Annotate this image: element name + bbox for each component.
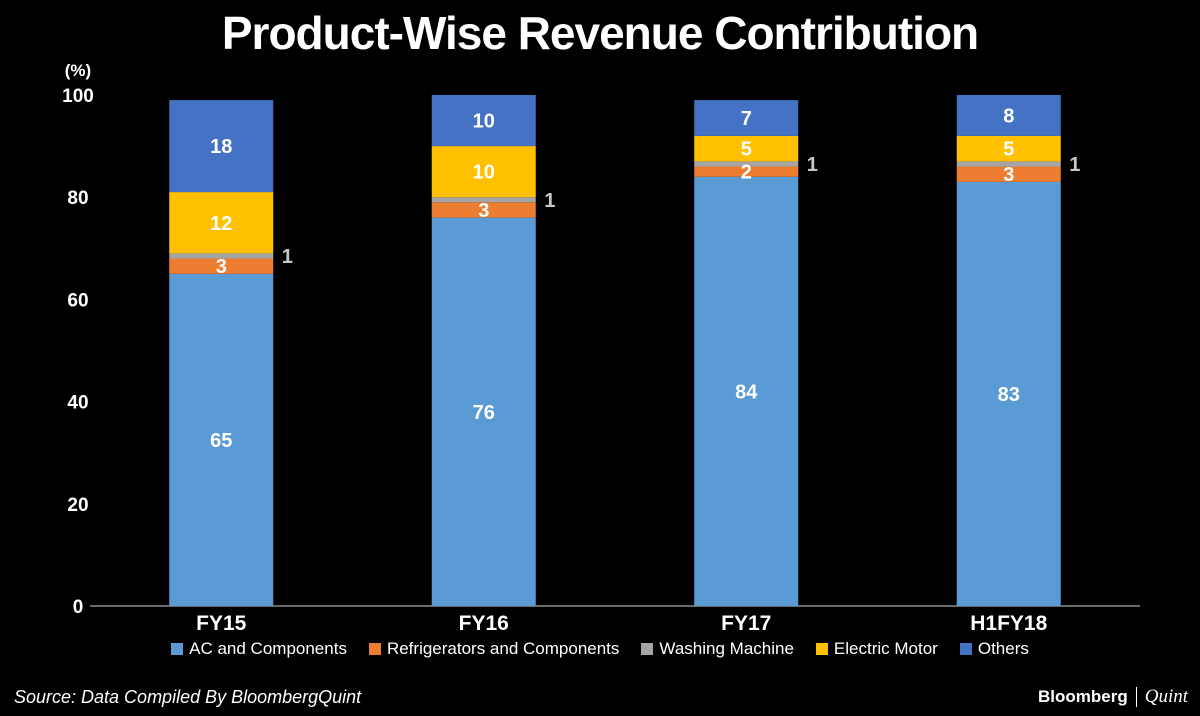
bar-segment [694, 176, 799, 606]
legend-label-electric-motor: Electric Motor [833, 639, 938, 658]
data-label: 3 [216, 256, 227, 278]
y-tick-label: 80 [67, 188, 88, 209]
x-tick-label: H1FY18 [970, 612, 1047, 635]
bar-segment [431, 202, 536, 218]
data-label: 2 [741, 162, 752, 184]
bar-segment [431, 146, 536, 198]
bar-segment [956, 161, 1061, 167]
data-label: 65 [210, 430, 232, 452]
bar-segment [169, 273, 274, 606]
y-axis-unit-label: (%) [65, 61, 91, 80]
data-label: 1 [282, 246, 293, 268]
data-label: 1 [544, 190, 555, 212]
legend-label-washing-machine: Washing Machine [659, 639, 794, 658]
data-label: 10 [473, 111, 495, 133]
chart-title: Product-Wise Revenue Contribution [221, 7, 979, 59]
legend-item-refrigerators: Refrigerators and Components [368, 639, 620, 659]
data-label: 8 [1003, 105, 1014, 127]
x-tick-label: FY16 [459, 612, 509, 635]
data-label: 5 [1003, 139, 1014, 161]
bars [169, 95, 1061, 606]
y-tick-label: 60 [67, 290, 88, 311]
data-label: 76 [473, 402, 495, 424]
bar-segment [956, 135, 1061, 162]
brand-divider [1135, 687, 1137, 707]
x-tick-label: FY15 [196, 612, 247, 635]
bar-segment [694, 100, 799, 136]
data-label: 3 [1003, 164, 1014, 186]
y-tick-label: 40 [67, 393, 88, 414]
bar-segment [694, 161, 799, 167]
data-label: 84 [735, 381, 758, 403]
data-label: 1 [1069, 154, 1080, 176]
source-note: Source: Data Compiled By BloombergQuint [14, 687, 362, 707]
legend-swatch-washing-machine [641, 643, 654, 655]
legend: AC and Components Refrigerators and Comp… [0, 639, 1200, 659]
bar-segment [431, 217, 536, 606]
brand-secondary: Quint [1144, 686, 1188, 707]
bar-segment [169, 258, 274, 274]
bar-segment [694, 135, 799, 162]
x-tick-label: FY17 [721, 612, 771, 635]
data-label: 12 [210, 213, 232, 235]
legend-swatch-electric-motor [815, 643, 828, 655]
data-label: 3 [478, 200, 489, 222]
bar-segment [956, 166, 1061, 182]
legend-label-ac: AC and Components [189, 639, 347, 658]
data-label: 5 [741, 139, 752, 161]
data-labels: 65 3 1 12 18 76 3 1 10 10 84 2 1 5 7 83 3 1 5 8 [210, 105, 1080, 451]
bar-segment [169, 192, 274, 254]
legend-item-electric-motor: Electric Motor [815, 639, 938, 659]
legend-swatch-others [959, 643, 972, 655]
data-label: 83 [998, 384, 1020, 406]
bar-segment [431, 197, 536, 203]
legend-label-refrigerators: Refrigerators and Components [386, 639, 620, 658]
data-label: 1 [807, 154, 818, 176]
data-label: 18 [210, 136, 232, 158]
bar-segment [956, 181, 1061, 606]
bar-segment [431, 95, 536, 147]
legend-item-others: Others [959, 639, 1029, 659]
brand-primary: Bloomberg [1037, 687, 1128, 706]
bar-segment [169, 253, 274, 259]
bar-segment [169, 100, 274, 193]
bar-segment [956, 95, 1061, 136]
legend-label-others: Others [977, 639, 1029, 658]
bar-segment [694, 166, 799, 177]
legend-swatch-refrigerators [368, 643, 381, 655]
y-tick-label: 0 [73, 597, 84, 618]
y-tick-label: 20 [67, 495, 88, 516]
legend-item-washing-machine: Washing Machine [641, 639, 794, 659]
data-label: 10 [473, 162, 495, 184]
brand-logo: Bloomberg Quint [1038, 686, 1188, 708]
data-label: 7 [741, 108, 752, 130]
y-tick-label: 100 [62, 86, 94, 107]
legend-swatch-ac [171, 643, 184, 655]
legend-item-ac: AC and Components [171, 639, 347, 659]
